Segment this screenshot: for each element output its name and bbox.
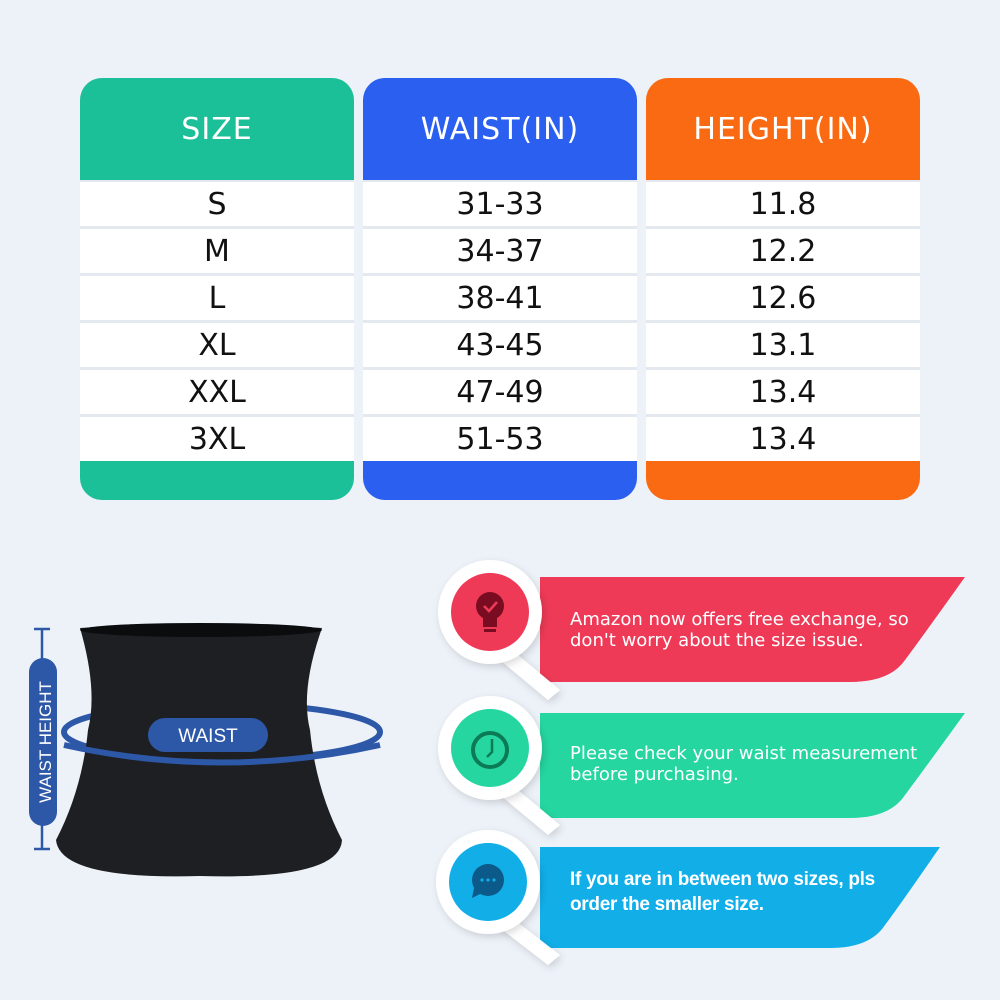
waist-height-label: WAIST HEIGHT xyxy=(36,681,55,803)
waist-column: WAIST(IN) 31-33 34-37 38-41 43-45 47-49 … xyxy=(363,78,637,500)
column-header: SIZE xyxy=(181,111,253,147)
tip-text-2: Please check your waist measurement befo… xyxy=(570,743,918,785)
table-cell: 12.6 xyxy=(646,276,920,320)
chat-bubble-icon xyxy=(472,864,504,898)
table-cell: XXL xyxy=(80,370,354,414)
table-cell: 3XL xyxy=(80,417,354,461)
waist-height-pill xyxy=(29,658,57,826)
size-column: SIZE S M L XL XXL 3XL xyxy=(80,78,354,500)
table-cell: 13.4 xyxy=(646,417,920,461)
table-cell: 51-53 xyxy=(363,417,637,461)
tip-banner-1 xyxy=(438,560,965,700)
table-cell: M xyxy=(80,229,354,273)
waist-trainer-diagram: WAIST WAIST HEIGHT xyxy=(29,623,383,877)
clock-icon xyxy=(471,731,509,769)
height-column: HEIGHT(IN) 11.8 12.2 12.6 13.1 13.4 13.4 xyxy=(646,78,920,500)
table-cell: 31-33 xyxy=(363,182,637,226)
table-cell: 34-37 xyxy=(363,229,637,273)
column-header: HEIGHT(IN) xyxy=(693,111,873,147)
table-cell: 12.2 xyxy=(646,229,920,273)
table-cell: S xyxy=(80,182,354,226)
table-cell: L xyxy=(80,276,354,320)
table-cell: 13.4 xyxy=(646,370,920,414)
table-cell: 38-41 xyxy=(363,276,637,320)
tip-banner-3 xyxy=(436,830,940,965)
table-cell: 13.1 xyxy=(646,323,920,367)
table-cell: 11.8 xyxy=(646,182,920,226)
table-cell: 43-45 xyxy=(363,323,637,367)
waist-label: WAIST xyxy=(178,726,238,747)
waist-label-pill xyxy=(148,718,268,752)
tip-banner-2 xyxy=(438,696,965,835)
table-cell: 47-49 xyxy=(363,370,637,414)
column-header: WAIST(IN) xyxy=(420,111,580,147)
table-cell: XL xyxy=(80,323,354,367)
lightbulb-check-icon xyxy=(476,592,504,632)
tip-text-3: If you are in between two sizes, pls ord… xyxy=(570,869,875,915)
tip-text-1: Amazon now offers free exchange, so don'… xyxy=(570,609,909,651)
